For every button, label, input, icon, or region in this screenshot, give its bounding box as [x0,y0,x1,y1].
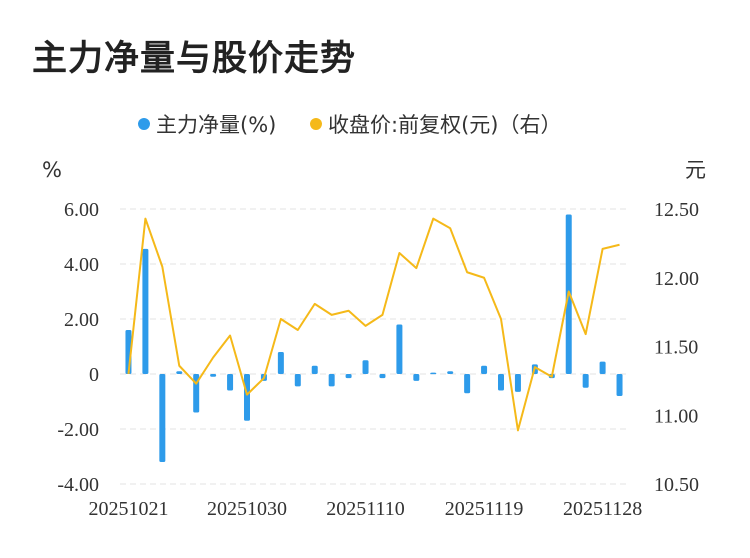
bar [447,371,454,374]
price-line [127,217,620,432]
bar [193,374,200,413]
left-tick-label: -2.00 [57,419,99,441]
bar [464,374,471,394]
bar [362,360,369,374]
x-axis-ticks: 20251021 20251030 20251110 20251119 20251128 [88,498,642,520]
bar [481,365,488,374]
bar [227,374,234,391]
legend-line-marker [310,118,322,130]
bar [159,374,166,462]
bar [379,374,386,379]
bar-series [125,214,623,462]
bar [616,374,623,396]
bar [142,248,149,374]
bar [244,374,250,421]
left-tick-label: 4.00 [64,254,99,276]
x-tick-label: 20251119 [445,498,524,520]
right-axis-unit: 元 [685,158,706,182]
legend-bar-marker [138,118,150,130]
bar [582,374,589,388]
legend-bar-label: 主力净量(%) [156,113,276,137]
bar [514,374,521,392]
bar [277,352,284,374]
legend: 主力净量(%) 收盘价:前复权(元)（右） [138,113,561,137]
bar [210,374,217,377]
left-tick-label: 6.00 [64,199,99,221]
left-axis-ticks: 6.00 4.00 2.00 0 -2.00 -4.00 [57,199,99,496]
bar [328,374,335,387]
right-tick-label: 10.50 [654,474,699,496]
bar [396,324,403,374]
left-tick-label: -4.00 [57,474,99,496]
legend-line-label: 收盘价:前复权(元)（右） [328,113,561,137]
left-axis-unit: % [42,158,62,182]
right-tick-label: 11.00 [654,405,698,427]
right-tick-label: 12.50 [654,199,699,221]
left-tick-label: 2.00 [64,309,99,331]
bar [311,365,318,374]
gridlines [120,208,628,485]
left-tick-label: 0 [89,364,99,386]
x-tick-label: 20251110 [326,498,405,520]
bar [413,374,420,381]
bar [176,371,183,374]
bar [294,374,301,387]
bar [345,374,352,379]
right-axis-ticks: 12.50 12.00 11.50 11.00 10.50 [654,199,699,496]
line-series [127,217,620,432]
chart-title: 主力净量与股价走势 [32,39,357,79]
bar [498,374,504,391]
x-tick-label: 20251030 [207,498,287,520]
bar [599,361,606,374]
right-tick-label: 12.00 [654,268,699,290]
right-tick-label: 11.50 [654,337,698,359]
x-tick-label: 20251021 [88,498,168,520]
bar [430,372,437,375]
x-tick-label: 20251128 [563,498,642,520]
